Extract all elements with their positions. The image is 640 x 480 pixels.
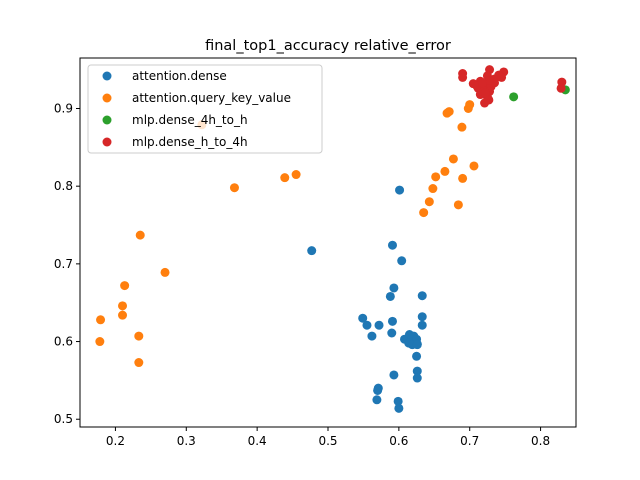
y-tick-label: 0.6	[54, 335, 73, 349]
scatter-point	[417, 291, 427, 301]
scatter-point	[480, 98, 490, 108]
scatter-point	[412, 366, 422, 376]
x-tick-label: 0.2	[106, 434, 125, 448]
scatter-point	[387, 240, 397, 250]
x-tick-label: 0.7	[460, 434, 479, 448]
y-tick-label: 0.7	[54, 257, 73, 271]
scatter-point	[118, 310, 128, 320]
scatter-point	[120, 281, 130, 291]
scatter-point	[458, 72, 468, 82]
scatter-point	[362, 320, 372, 330]
legend-label: mlp.dense_4h_to_h	[132, 113, 248, 127]
scatter-point	[448, 154, 458, 164]
scatter-point	[95, 337, 105, 347]
legend-frame	[87, 64, 323, 154]
scatter-point	[477, 78, 487, 88]
scatter-point	[229, 183, 239, 193]
legend-label: mlp.dense_h_to_4h	[132, 135, 248, 149]
scatter-point	[556, 83, 566, 93]
scatter-point	[480, 88, 490, 98]
ticks-layer: 0.2 0.3 0.4 0.5 0.6 0.7 0.8 0.5 0.6 0.7 0.8 0.9	[54, 101, 550, 448]
x-tick-label: 0.5	[318, 434, 337, 448]
scatter-point	[394, 403, 404, 413]
scatter-point	[440, 166, 450, 176]
scatter-point	[134, 358, 144, 368]
scatter-point	[497, 72, 507, 82]
scatter-point	[419, 208, 429, 218]
scatter-point	[412, 351, 422, 361]
legend-marker	[102, 115, 112, 125]
scatter-point	[387, 328, 397, 338]
y-tick-label: 0.9	[54, 101, 73, 115]
scatter-point	[417, 320, 427, 330]
scatter-point	[412, 373, 422, 383]
scatter-point	[134, 331, 144, 341]
legend: attention.dense attention.query_key_value…	[87, 64, 323, 154]
scatter-point	[465, 100, 475, 110]
x-tick-label: 0.4	[248, 434, 267, 448]
scatter-point	[412, 340, 422, 350]
scatter-point	[389, 283, 399, 293]
plot-area-frame	[79, 57, 577, 428]
scatter-point	[372, 395, 382, 405]
scatter-point	[428, 184, 438, 194]
x-tick-label: 0.3	[177, 434, 196, 448]
scatter-point	[280, 173, 290, 183]
scatter-point	[417, 312, 427, 322]
legend-label: attention.dense	[132, 69, 227, 83]
scatter-point	[457, 122, 467, 132]
scatter-point	[389, 370, 399, 380]
scatter-point	[307, 246, 317, 256]
chart-title: final_top1_accuracy relative_error	[205, 38, 451, 54]
scatter-point	[367, 331, 377, 341]
scatter-point	[453, 200, 463, 210]
scatter-point	[469, 161, 479, 171]
scatter-point	[397, 256, 407, 266]
y-tick-label: 0.8	[54, 179, 73, 193]
scatter-point	[373, 385, 383, 395]
legend-marker	[102, 93, 112, 103]
scatter-point	[291, 170, 301, 180]
scatter-point	[393, 396, 403, 406]
x-tick-label: 0.6	[389, 434, 408, 448]
scatter-point	[135, 230, 145, 240]
scatter-point	[395, 185, 405, 195]
scatter-point	[424, 197, 434, 207]
scatter-point	[358, 313, 368, 323]
points-layer	[95, 65, 570, 413]
x-tick-label: 0.8	[531, 434, 550, 448]
scatter-point	[458, 173, 468, 183]
scatter-point	[444, 107, 454, 117]
scatter-point	[374, 320, 384, 330]
y-tick-label: 0.5	[54, 412, 73, 426]
scatter-point	[118, 301, 128, 311]
scatter-point	[509, 92, 519, 102]
legend-label: attention.query_key_value	[132, 91, 291, 105]
scatter-point	[385, 291, 395, 301]
legend-marker	[102, 71, 112, 81]
scatter-point	[96, 315, 106, 325]
scatter-point	[160, 267, 170, 277]
scatter-point	[431, 172, 441, 182]
scatter-point	[485, 76, 495, 86]
scatter-point	[387, 316, 397, 326]
legend-marker	[102, 137, 112, 147]
